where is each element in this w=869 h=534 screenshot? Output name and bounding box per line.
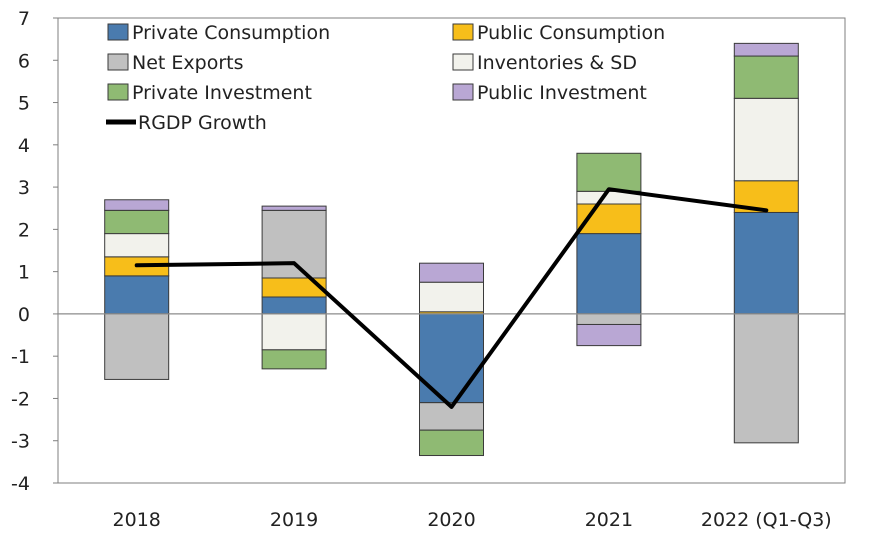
y-tick-label: 3 [18, 177, 30, 199]
bar-segment [419, 313, 484, 404]
bar-segment [576, 323, 642, 347]
legend-label: Private Consumption [132, 22, 330, 44]
legend-label: Inventories & SD [477, 52, 637, 74]
legend: Private Consumption Public Consumption Net… [106, 22, 665, 134]
plot-frame [57, 17, 846, 484]
bar-segment [733, 211, 799, 315]
y-tick-label: 0 [18, 304, 30, 326]
bar-segment [261, 296, 327, 315]
bar-segment [733, 55, 799, 99]
bar-segment [733, 97, 799, 182]
x-tick-label: 2021 [585, 509, 633, 531]
legend-swatch [107, 83, 129, 101]
bars [104, 42, 799, 457]
axes: 7 6 5 4 3 2 1 0 -1 -2 -3 -4 2018 2019 2020 2021 2022 (Q1… [11, 8, 846, 531]
x-tick-label: 2019 [270, 509, 318, 531]
legend-label: Public Investment [477, 82, 647, 104]
bar-segment [104, 209, 170, 235]
bar-segment [261, 277, 327, 298]
bar-segment [104, 233, 170, 258]
y-tick-label: -3 [11, 431, 30, 453]
y-tick-label: -2 [11, 388, 30, 410]
bar-segment [419, 429, 484, 457]
bar-segment [576, 152, 642, 192]
legend-swatch [452, 23, 474, 41]
legend-label: RGDP Growth [138, 112, 267, 134]
bar-segment [104, 275, 170, 315]
legend-label: Net Exports [132, 52, 244, 74]
legend-label: Public Consumption [477, 22, 665, 44]
legend-swatch [452, 53, 474, 71]
bar-segment [104, 313, 170, 380]
y-tick-label: 6 [18, 50, 30, 72]
bar-segment [576, 313, 642, 325]
bar-segment [261, 349, 327, 370]
x-tick-label: 2020 [427, 509, 475, 531]
bar-segment [104, 199, 170, 211]
bar-segment [733, 42, 799, 57]
y-tick-label: -4 [11, 473, 30, 495]
bar-segment [261, 313, 327, 351]
y-tick-label: 1 [18, 262, 30, 284]
legend-label: Private Investment [132, 82, 312, 104]
bar-segment [419, 262, 484, 283]
bar-segment [733, 313, 799, 444]
bar-segment [576, 233, 642, 315]
y-tick-label: 5 [18, 93, 30, 115]
bar-segment [261, 209, 327, 279]
legend-swatch [107, 53, 129, 71]
x-tick-label: 2022 (Q1-Q3) [701, 509, 832, 531]
y-tick-label: -1 [11, 346, 30, 368]
bar-segment [261, 205, 327, 211]
rgdp-growth-line [134, 187, 769, 409]
y-tick-label: 4 [18, 135, 30, 157]
x-tick-label: 2018 [113, 509, 161, 531]
y-tick-label: 2 [18, 219, 30, 241]
y-tick-label: 7 [18, 8, 30, 30]
bar-segment [419, 281, 484, 313]
legend-swatch [452, 83, 474, 101]
rgdp-line-layer [134, 187, 769, 409]
legend-swatch [107, 23, 129, 41]
